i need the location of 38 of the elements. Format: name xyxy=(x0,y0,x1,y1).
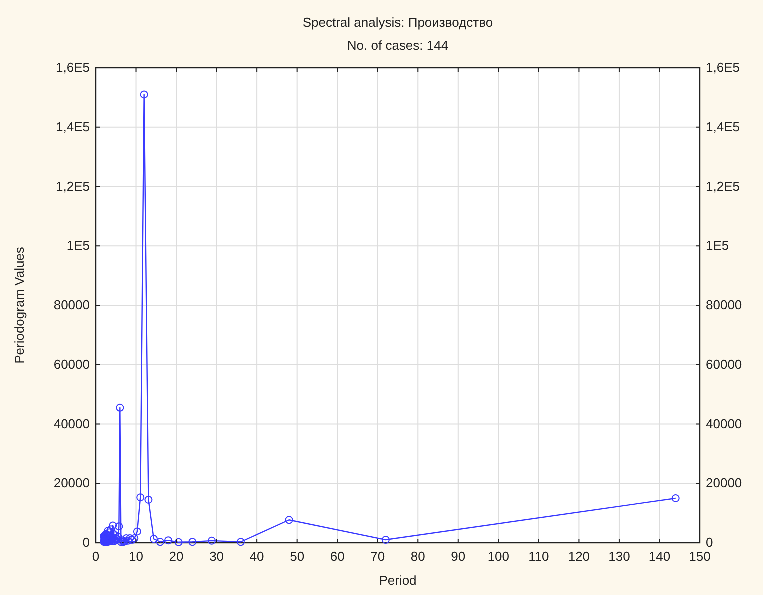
x-tick-label: 70 xyxy=(370,549,386,564)
x-tick-label: 60 xyxy=(330,549,345,564)
y-tick-label: 1E5 xyxy=(66,238,90,254)
x-tick-label: 0 xyxy=(92,549,100,564)
y2-tick-label: 1,2E5 xyxy=(706,178,740,194)
x-tick-label: 50 xyxy=(290,549,305,564)
y-tick-label: 1,2E5 xyxy=(56,178,90,194)
y-tick-label: 1,4E5 xyxy=(56,119,90,134)
x-tick-label: 30 xyxy=(210,549,224,564)
y-tick-label: 60000 xyxy=(54,356,90,372)
chart-subtitle: No. of cases: 144 xyxy=(347,38,449,53)
y2-tick-label: 1,4E5 xyxy=(706,119,740,134)
y2-tick-label: 20000 xyxy=(706,476,742,491)
x-tick-label: 150 xyxy=(689,549,711,564)
x-tick-label: 90 xyxy=(451,549,466,564)
x-tick-label: 20 xyxy=(169,549,184,564)
x-tick-label: 140 xyxy=(648,549,671,564)
y-tick-label: 0 xyxy=(82,535,90,550)
x-tick-label: 130 xyxy=(608,549,630,564)
x-tick-label: 110 xyxy=(528,549,550,564)
x-axis-title: Period xyxy=(379,573,417,588)
y2-tick-label: 0 xyxy=(706,535,714,550)
y-tick-label: 80000 xyxy=(54,298,90,312)
x-tick-label: 40 xyxy=(250,549,264,564)
y-axis-title: Periodogram Values xyxy=(12,246,27,364)
y2-tick-label: 40000 xyxy=(706,416,742,432)
chart-title: Spectral analysis: Производство xyxy=(302,15,494,30)
x-tick-label: 120 xyxy=(568,549,590,564)
x-tick-label: 80 xyxy=(410,549,426,564)
y-tick-label: 40000 xyxy=(54,416,90,432)
x-tick-label: 10 xyxy=(129,549,144,564)
x-tick-label: 100 xyxy=(488,549,510,564)
y-tick-label: 20000 xyxy=(54,476,90,491)
y2-tick-label: 1,6E5 xyxy=(706,60,740,75)
y2-tick-label: 60000 xyxy=(706,356,742,372)
y-tick-label: 1,6E5 xyxy=(56,60,90,75)
y2-tick-label: 1E5 xyxy=(706,238,730,254)
y2-tick-label: 80000 xyxy=(706,298,742,312)
